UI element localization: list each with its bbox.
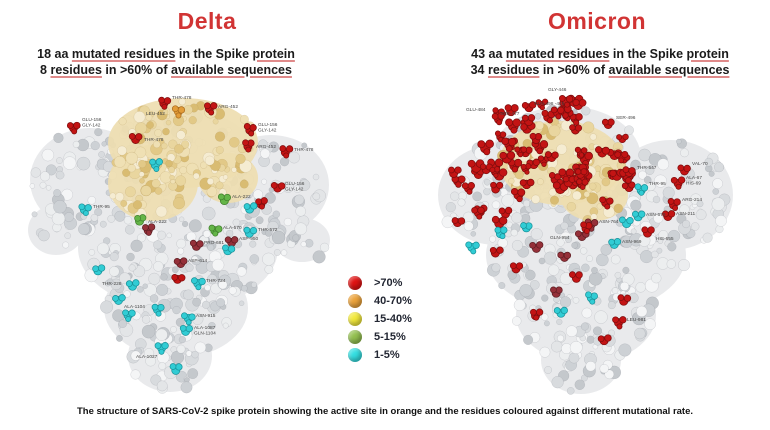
- svg-text:GLY-142: GLY-142: [285, 186, 304, 192]
- legend-item: 40-70%: [348, 292, 443, 310]
- residue-labels: GLY-446 GLN-498 -440 SER-477 SER-496 GLU-484…: [466, 87, 708, 323]
- svg-text:HIS-655: HIS-655: [656, 236, 674, 242]
- svg-text:ALA-570: ALA-570: [223, 225, 242, 231]
- residue-markers: [448, 95, 691, 346]
- svg-text:ALA-1027: ALA-1027: [136, 354, 158, 360]
- legend-item: 1-5%: [348, 346, 443, 364]
- mutation-rate-legend: >70% 40-70% 15-40% 5-15% 1-5%: [348, 274, 443, 364]
- legend-dot-red: [348, 276, 362, 290]
- svg-text:THR-547: THR-547: [637, 165, 657, 171]
- svg-text:ALA-222: ALA-222: [232, 194, 251, 200]
- delta-subtitle-line2: 8 residues in >60% of available sequence…: [40, 63, 292, 77]
- svg-text:THR-478: THR-478: [294, 147, 314, 153]
- legend-dot-green: [348, 330, 362, 344]
- svg-text:GLY-446: GLY-446: [548, 87, 567, 93]
- active-site-orange: [108, 97, 258, 221]
- delta-subtitle: 18 aa mutated residues in the Spike prot…: [10, 46, 322, 78]
- svg-text:ARG-452: ARG-452: [256, 144, 276, 150]
- svg-text:GLY-142: GLY-142: [82, 122, 101, 128]
- svg-text:ASN-915: ASN-915: [196, 313, 216, 319]
- svg-text:ASP-950: ASP-950: [239, 236, 259, 242]
- svg-text:ASN-679: ASN-679: [646, 212, 666, 218]
- svg-text:PRO-681: PRO-681: [204, 240, 224, 246]
- svg-text:HIS-69: HIS-69: [686, 180, 701, 186]
- omicron-spike-structure: GLY-446 GLN-498 -440 SER-477 SER-496 GLU-484…: [438, 87, 733, 395]
- delta-title: Delta: [177, 8, 237, 34]
- svg-text:ASN-211: ASN-211: [676, 211, 695, 217]
- svg-text:ALA-222: ALA-222: [148, 219, 167, 225]
- legend-label: 5-15%: [374, 331, 406, 343]
- svg-text:ARG-452: ARG-452: [218, 104, 238, 110]
- svg-text:THR-478: THR-478: [172, 95, 192, 101]
- svg-text:THR-228: THR-228: [102, 281, 122, 287]
- svg-text:ALA-1104: ALA-1104: [124, 304, 145, 310]
- svg-text:ALA-1087: ALA-1087: [194, 325, 216, 331]
- figure-caption: The structure of SARS-CoV-2 spike protei…: [76, 406, 694, 417]
- svg-text:ASP-614: ASP-614: [188, 258, 208, 264]
- svg-text:GLU-156: GLU-156: [258, 122, 278, 128]
- legend-item: 15-40%: [348, 310, 443, 328]
- omicron-subtitle: 43 aa mutated residues in the Spike prot…: [440, 46, 760, 78]
- legend-item: >70%: [348, 274, 443, 292]
- svg-text:THR-478: THR-478: [144, 137, 164, 143]
- svg-text:ARG-214: ARG-214: [682, 197, 702, 203]
- svg-text:THR-724: THR-724: [206, 278, 226, 284]
- omicron-subtitle-line1: 43 aa mutated residues in the Spike prot…: [471, 47, 729, 61]
- svg-text:GLU-156: GLU-156: [285, 181, 305, 187]
- svg-text:THR-95: THR-95: [93, 204, 110, 210]
- legend-label: 15-40%: [374, 313, 412, 325]
- residue-markers: [66, 96, 294, 375]
- svg-text:GLN-1104: GLN-1104: [194, 330, 216, 336]
- svg-text:SER-496: SER-496: [616, 115, 636, 121]
- legend-dot-cyan: [348, 348, 362, 362]
- svg-text:GLN-954: GLN-954: [550, 235, 570, 241]
- legend-dot-yellow: [348, 312, 362, 326]
- svg-text:ASN-764: ASN-764: [599, 219, 619, 225]
- legend-item: 5-15%: [348, 328, 443, 346]
- legend-label: 1-5%: [374, 349, 400, 361]
- residue-labels: GLU-156GLY-142THR-478LEU-452THR-478ARG-4…: [82, 95, 314, 360]
- legend-label: 40-70%: [374, 295, 412, 307]
- legend-dot-orange: [348, 294, 362, 308]
- svg-text:THR-572: THR-572: [258, 227, 278, 233]
- omicron-title: Omicron: [547, 8, 647, 34]
- delta-subtitle-line1: 18 aa mutated residues in the Spike prot…: [37, 47, 295, 61]
- svg-text:VAL-70: VAL-70: [692, 161, 708, 167]
- svg-text:THR-95: THR-95: [649, 181, 666, 187]
- svg-text:GLU-156: GLU-156: [82, 117, 102, 123]
- legend-label: >70%: [374, 277, 403, 289]
- svg-text:GLU-484: GLU-484: [466, 107, 486, 113]
- svg-text:LEU-452: LEU-452: [146, 111, 165, 117]
- svg-text:SER-477: SER-477: [500, 111, 520, 117]
- delta-spike-structure: GLU-156GLY-142THR-478LEU-452THR-478ARG-4…: [28, 95, 330, 394]
- svg-text:ASN-969: ASN-969: [622, 239, 642, 245]
- omicron-subtitle-line2: 34 residues in >60% of available sequenc…: [470, 63, 730, 77]
- svg-text:ALA-67: ALA-67: [686, 175, 702, 181]
- svg-text:GLN-498 -440: GLN-498 -440: [534, 101, 565, 107]
- svg-text:GLY-142: GLY-142: [258, 127, 277, 133]
- svg-text:LEU-981: LEU-981: [627, 317, 646, 323]
